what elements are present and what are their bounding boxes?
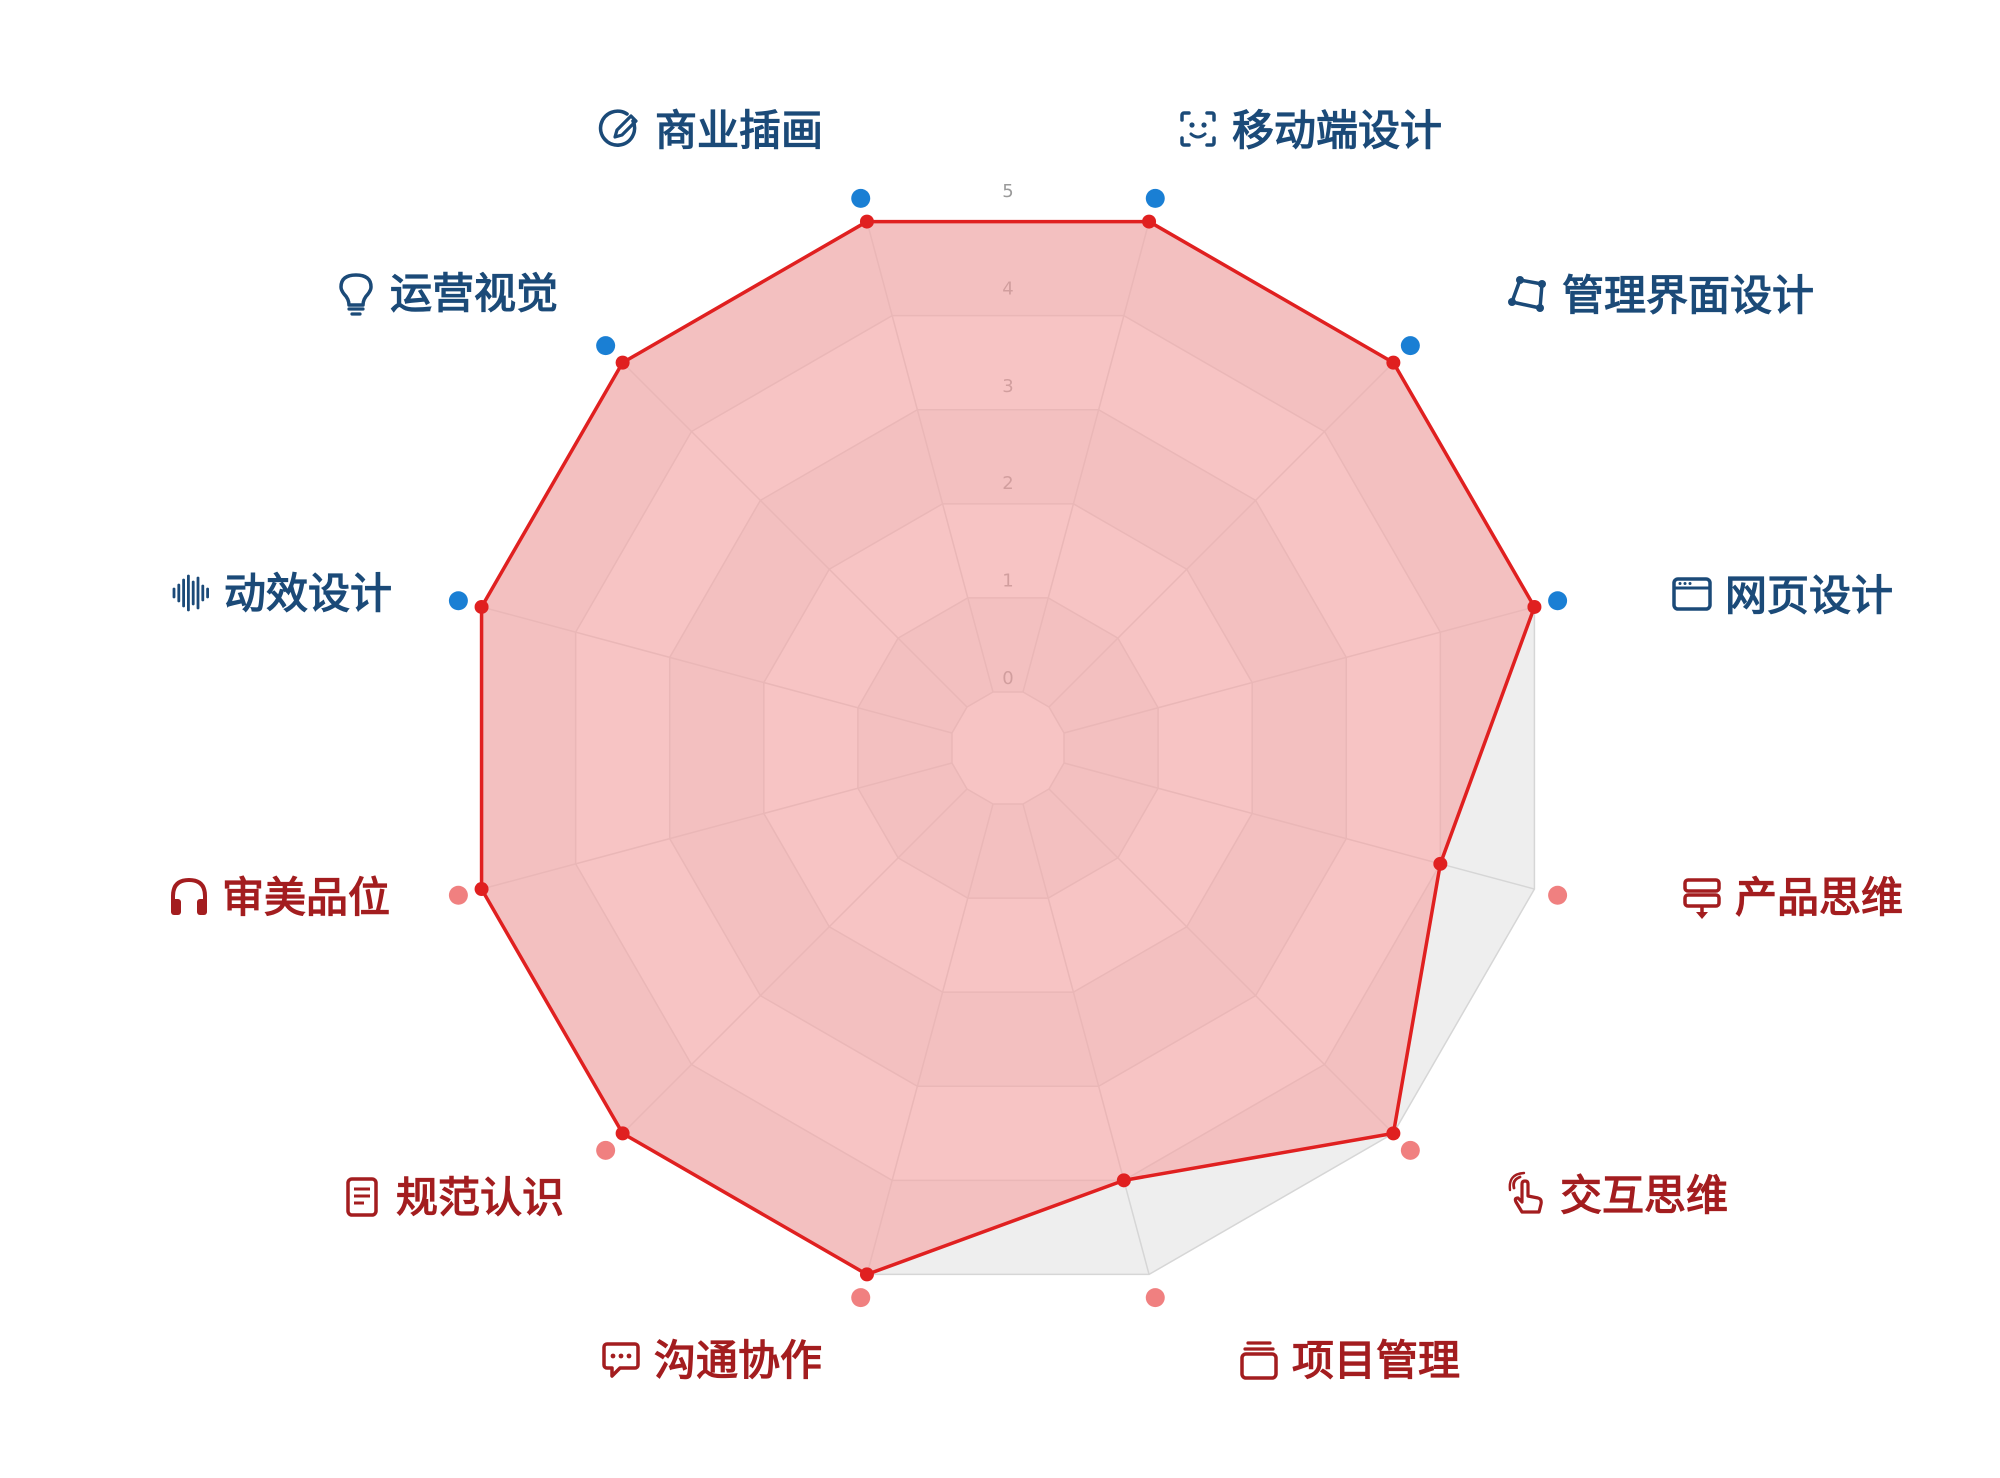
axis-marker-dot xyxy=(596,1140,616,1160)
axis-label-text: 沟通协作 xyxy=(654,1336,822,1385)
data-point xyxy=(1527,599,1542,614)
stack-icon xyxy=(1240,1341,1278,1380)
axis-marker-dot xyxy=(1548,591,1568,611)
axis-marker-dot xyxy=(851,188,871,208)
data-point xyxy=(474,882,489,897)
axis-marker-dot xyxy=(1145,1288,1165,1308)
waveform-icon xyxy=(172,574,209,612)
data-point xyxy=(1386,355,1401,370)
axis-label-text: 移动端设计 xyxy=(1232,106,1442,155)
axis-marker-dot xyxy=(596,336,616,356)
tick-label: 5 xyxy=(1002,181,1013,202)
axis-label-text: 动效设计 xyxy=(224,569,392,618)
data-point xyxy=(859,1267,874,1282)
axis-label-text: 运营视觉 xyxy=(390,269,558,318)
axis-label-text: 管理界面设计 xyxy=(1562,271,1814,320)
axis-marker-dot xyxy=(851,1288,871,1308)
data-point xyxy=(1386,1126,1401,1141)
axis-label-text: 商业插画 xyxy=(655,106,823,155)
hand-tap-icon xyxy=(1508,1171,1543,1214)
axis-marker-dot xyxy=(1400,1140,1420,1160)
server-download-icon xyxy=(1683,878,1721,919)
axis-marker-dot xyxy=(1145,188,1165,208)
axis-marker-dot xyxy=(1400,336,1420,356)
data-point xyxy=(615,1126,630,1141)
headphones-icon xyxy=(171,877,207,915)
axis-label-text: 项目管理 xyxy=(1292,1336,1460,1385)
axis-marker-dot xyxy=(1548,885,1568,905)
data-point xyxy=(1142,214,1157,229)
lightbulb-icon xyxy=(339,273,373,316)
series-layer xyxy=(474,214,1542,1282)
browser-window-icon xyxy=(1672,577,1712,611)
axis-marker-dot xyxy=(448,591,468,611)
data-point xyxy=(1116,1173,1131,1188)
pencil-circle-icon xyxy=(598,109,638,147)
data-point xyxy=(474,599,489,614)
chat-bubble-icon xyxy=(602,1342,640,1378)
series-area xyxy=(479,219,1537,1277)
axis-label-text: 审美品位 xyxy=(222,873,390,922)
data-point xyxy=(1433,856,1448,871)
vector-shape-icon xyxy=(1508,276,1546,312)
axis-label-text: 规范认识 xyxy=(396,1173,564,1222)
axis-marker-dot xyxy=(448,885,468,905)
data-point xyxy=(615,355,630,370)
axis-label-text: 网页设计 xyxy=(1725,571,1893,620)
face-scan-icon xyxy=(1180,111,1216,147)
axis-label-text: 产品思维 xyxy=(1735,873,1903,922)
document-icon xyxy=(346,1177,378,1217)
axis-label-text: 交互思维 xyxy=(1560,1171,1728,1220)
data-point xyxy=(859,214,874,229)
